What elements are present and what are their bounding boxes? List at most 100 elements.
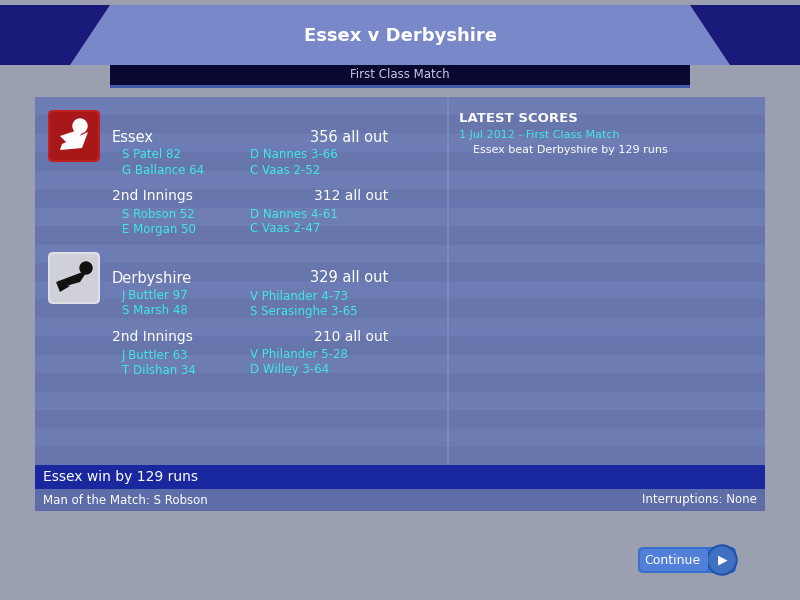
Bar <box>35 355 765 360</box>
Bar <box>35 290 765 296</box>
Bar <box>35 332 765 337</box>
Bar <box>35 377 765 383</box>
Text: First Class Match: First Class Match <box>350 68 450 82</box>
Bar <box>35 405 765 411</box>
Bar <box>35 336 765 355</box>
Bar <box>35 189 765 208</box>
Text: V Philander 4-73: V Philander 4-73 <box>250 289 348 302</box>
FancyBboxPatch shape <box>48 110 100 162</box>
Bar <box>35 148 765 153</box>
FancyBboxPatch shape <box>50 112 98 160</box>
Bar <box>35 410 765 428</box>
Bar <box>35 139 765 144</box>
Bar <box>35 382 765 388</box>
Polygon shape <box>60 132 88 150</box>
Bar <box>35 226 765 245</box>
Bar <box>35 387 765 392</box>
Bar <box>35 446 765 452</box>
Text: 1 Jul 2012 - First Class Match: 1 Jul 2012 - First Class Match <box>459 130 620 140</box>
Bar <box>35 428 765 447</box>
Bar <box>35 97 765 465</box>
Bar <box>35 161 765 167</box>
Polygon shape <box>70 5 730 65</box>
Bar <box>35 226 765 232</box>
Bar <box>35 208 765 213</box>
Bar <box>35 101 765 107</box>
Bar <box>35 198 765 204</box>
Bar <box>35 180 765 185</box>
Bar <box>35 208 765 226</box>
Text: S Serasinghe 3-65: S Serasinghe 3-65 <box>250 304 358 317</box>
Bar <box>447 97 449 465</box>
Bar <box>35 212 765 218</box>
Bar <box>35 299 765 305</box>
Polygon shape <box>56 270 88 286</box>
Bar <box>35 350 765 356</box>
Bar <box>35 115 765 134</box>
Bar <box>110 85 690 88</box>
Bar <box>35 263 765 281</box>
Text: C Vaas 2-52: C Vaas 2-52 <box>250 163 320 176</box>
Bar <box>35 97 765 103</box>
Bar <box>35 489 765 511</box>
Bar <box>35 373 765 392</box>
Bar <box>35 239 765 245</box>
Bar <box>35 230 765 236</box>
Bar <box>35 424 765 429</box>
Bar <box>35 166 765 172</box>
Text: Essex v Derbyshire: Essex v Derbyshire <box>303 27 497 45</box>
Circle shape <box>707 545 737 575</box>
Bar <box>35 244 765 263</box>
Bar <box>35 272 765 277</box>
Text: C Vaas 2-47: C Vaas 2-47 <box>250 223 320 235</box>
Bar <box>35 346 765 351</box>
Bar <box>35 244 765 250</box>
Bar <box>35 106 765 112</box>
Bar <box>35 433 765 439</box>
Bar <box>35 327 765 332</box>
Text: D Nannes 3-66: D Nannes 3-66 <box>250 148 338 161</box>
Bar <box>35 456 765 461</box>
Bar <box>35 299 765 318</box>
Bar <box>35 308 765 314</box>
Bar <box>35 304 765 310</box>
Text: 210 all out: 210 all out <box>314 330 388 344</box>
Bar <box>35 152 765 158</box>
Text: D Willey 3-64: D Willey 3-64 <box>250 364 329 377</box>
Text: Essex win by 129 runs: Essex win by 129 runs <box>43 470 198 484</box>
Text: Continue: Continue <box>644 553 700 566</box>
Bar <box>35 391 765 397</box>
Bar <box>35 318 765 323</box>
Text: Interruptions: None: Interruptions: None <box>642 493 757 506</box>
Text: 329 all out: 329 all out <box>310 271 388 286</box>
Bar <box>35 410 765 415</box>
Text: E Morgan 50: E Morgan 50 <box>122 223 196 235</box>
Bar <box>35 129 765 135</box>
Bar <box>35 391 765 410</box>
Bar <box>35 446 765 466</box>
Bar <box>35 401 765 406</box>
Bar <box>35 451 765 457</box>
Bar <box>35 134 765 153</box>
Text: S Marsh 48: S Marsh 48 <box>122 304 188 317</box>
Bar <box>35 336 765 342</box>
Bar <box>35 97 765 116</box>
Bar <box>35 170 765 190</box>
Bar <box>35 194 765 199</box>
FancyBboxPatch shape <box>638 547 736 573</box>
Text: G Ballance 64: G Ballance 64 <box>122 163 204 176</box>
Circle shape <box>73 119 87 133</box>
Bar <box>35 359 765 365</box>
Text: Derbyshire: Derbyshire <box>112 271 192 286</box>
Bar <box>35 111 765 116</box>
Bar <box>35 217 765 222</box>
Bar <box>35 419 765 425</box>
Bar <box>35 143 765 149</box>
Bar <box>35 355 765 373</box>
Bar <box>35 295 765 301</box>
Bar <box>35 460 765 466</box>
Bar <box>35 134 765 139</box>
Text: Essex beat Derbyshire by 129 runs: Essex beat Derbyshire by 129 runs <box>473 145 668 155</box>
Text: J Buttler 63: J Buttler 63 <box>122 349 189 361</box>
Text: Man of the Match: S Robson: Man of the Match: S Robson <box>43 493 208 506</box>
